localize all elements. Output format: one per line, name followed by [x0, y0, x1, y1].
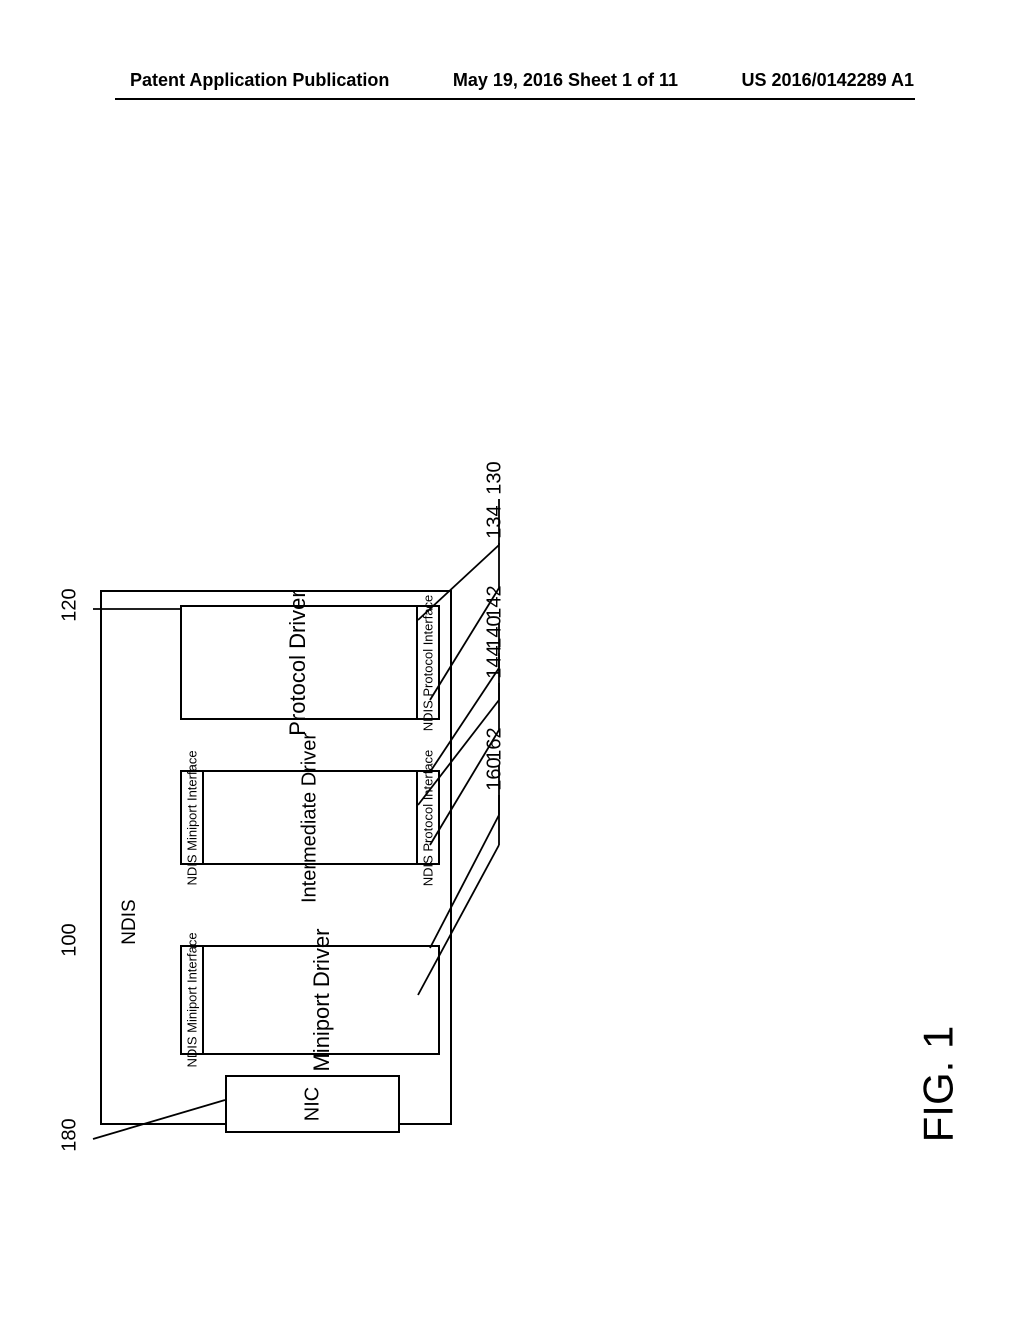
ref-134: 134	[484, 505, 507, 538]
ref-180: 180	[59, 1118, 82, 1151]
ref-160: 160	[484, 757, 507, 790]
intermediate-driver-bottom-interface-label: NDIS Protocol Interface	[421, 749, 436, 886]
header-center: May 19, 2016 Sheet 1 of 11	[453, 70, 678, 91]
ref-162: 162	[484, 727, 507, 760]
header-rule	[115, 98, 915, 100]
ref-120: 120	[59, 588, 82, 621]
header-right: US 2016/0142289 A1	[742, 70, 914, 91]
nic-label: NIC	[301, 1087, 324, 1121]
ndis-label: NDIS	[119, 899, 141, 944]
protocol-driver-label: Protocol Driver	[285, 590, 311, 735]
intermediate-driver-label: Intermediate Driver	[299, 732, 322, 902]
miniport-driver-label: Miniport Driver	[309, 928, 335, 1071]
page-header: Patent Application Publication May 19, 2…	[0, 70, 1024, 91]
header-left: Patent Application Publication	[130, 70, 389, 91]
protocol-driver-interface-label: NDIS Protocol Interface	[421, 594, 436, 731]
ref-140: 140	[484, 615, 507, 648]
ref-144: 144	[484, 645, 507, 678]
miniport-driver-interface-label: NDIS Miniport Interface	[185, 932, 200, 1067]
ref-100: 100	[59, 923, 82, 956]
ref-130: 130	[484, 461, 507, 494]
ref-142: 142	[484, 585, 507, 618]
intermediate-driver-top-interface-label: NDIS Miniport Interface	[185, 750, 200, 885]
figure-label: FIG. 1	[914, 1026, 962, 1143]
